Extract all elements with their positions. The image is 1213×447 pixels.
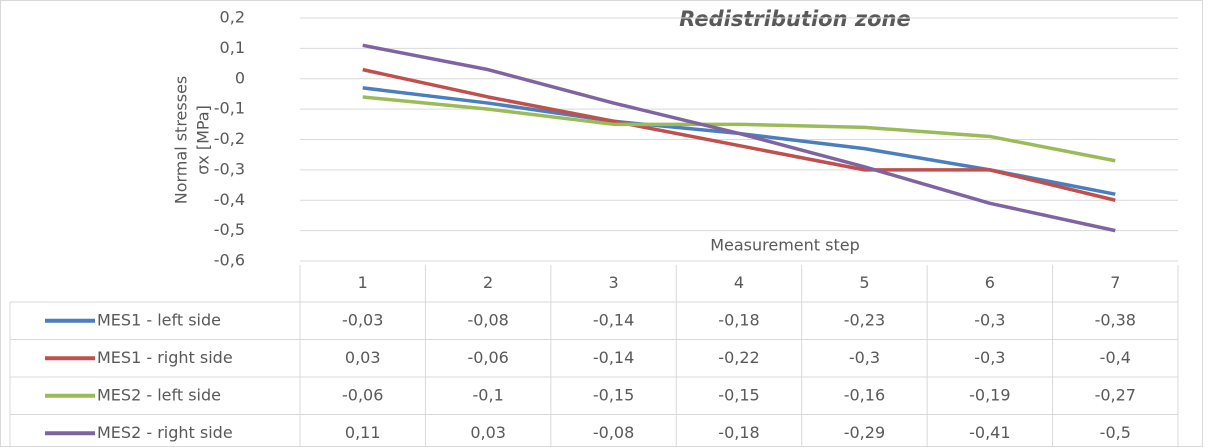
table-cell: -0,15 [593, 385, 634, 404]
table-cell: -0,38 [1095, 310, 1136, 329]
table-cell: -0,18 [718, 423, 759, 442]
y-tick-label: 0 [235, 68, 245, 87]
table-cell: -0,03 [342, 310, 383, 329]
table-cell: -0,08 [467, 310, 508, 329]
table-cell: -0,08 [593, 423, 634, 442]
y-tick-label: -0,2 [214, 129, 245, 148]
x-tick-label: 5 [859, 273, 869, 292]
series-line [362, 43, 1116, 233]
y-tick-label: 0,2 [220, 8, 245, 27]
table-cell: -0,4 [1100, 348, 1131, 367]
table-cell: -0,27 [1095, 385, 1136, 404]
x-tick-label: 3 [608, 273, 618, 292]
table-cell: -0,3 [974, 310, 1005, 329]
legend-label: MES1 - right side [97, 348, 233, 367]
y-tick-label: -0,1 [214, 99, 245, 118]
y-tick-label: -0,5 [214, 220, 245, 239]
x-tick-label: 2 [483, 273, 493, 292]
table-cell: 0,11 [345, 423, 381, 442]
x-tick-label: 4 [734, 273, 744, 292]
y-axis-label: σx [MPa] [194, 105, 213, 175]
table-cell: -0,06 [467, 348, 508, 367]
y-axis-label: Normal stresses [172, 76, 191, 205]
series-line [362, 67, 1116, 202]
y-tick-label: -0,3 [214, 159, 245, 178]
table-cell: -0,23 [844, 310, 885, 329]
table-cell: -0,41 [969, 423, 1010, 442]
table-cell: -0,29 [844, 423, 885, 442]
x-tick-label: 7 [1110, 273, 1120, 292]
table-cell: -0,06 [342, 385, 383, 404]
table-cell: -0,5 [1100, 423, 1131, 442]
y-tick-label: 0,1 [220, 38, 245, 57]
x-tick-label: 1 [358, 273, 368, 292]
table-cell: -0,15 [718, 385, 759, 404]
legend-label: MES1 - left side [97, 310, 221, 329]
y-tick-label: -0,4 [214, 190, 245, 209]
table-cell: -0,14 [593, 348, 634, 367]
table-cell: -0,19 [969, 385, 1010, 404]
series-line [362, 95, 1116, 163]
table-cell: -0,1 [473, 385, 504, 404]
chart-title: Redistribution zone [679, 7, 910, 31]
table-cell: -0,3 [974, 348, 1005, 367]
table-cell: -0,14 [593, 310, 634, 329]
legend-label: MES2 - right side [97, 423, 233, 442]
x-axis-label: Measurement step [710, 236, 860, 255]
y-tick-label: -0,6 [214, 251, 245, 270]
x-tick-label: 6 [985, 273, 995, 292]
table-cell: -0,3 [849, 348, 880, 367]
table-cell: -0,18 [718, 310, 759, 329]
table-cell: 0,03 [470, 423, 506, 442]
table-cell: -0,16 [844, 385, 885, 404]
table-cell: 0,03 [345, 348, 381, 367]
legend-label: MES2 - left side [97, 385, 221, 404]
table-cell: -0,22 [718, 348, 759, 367]
